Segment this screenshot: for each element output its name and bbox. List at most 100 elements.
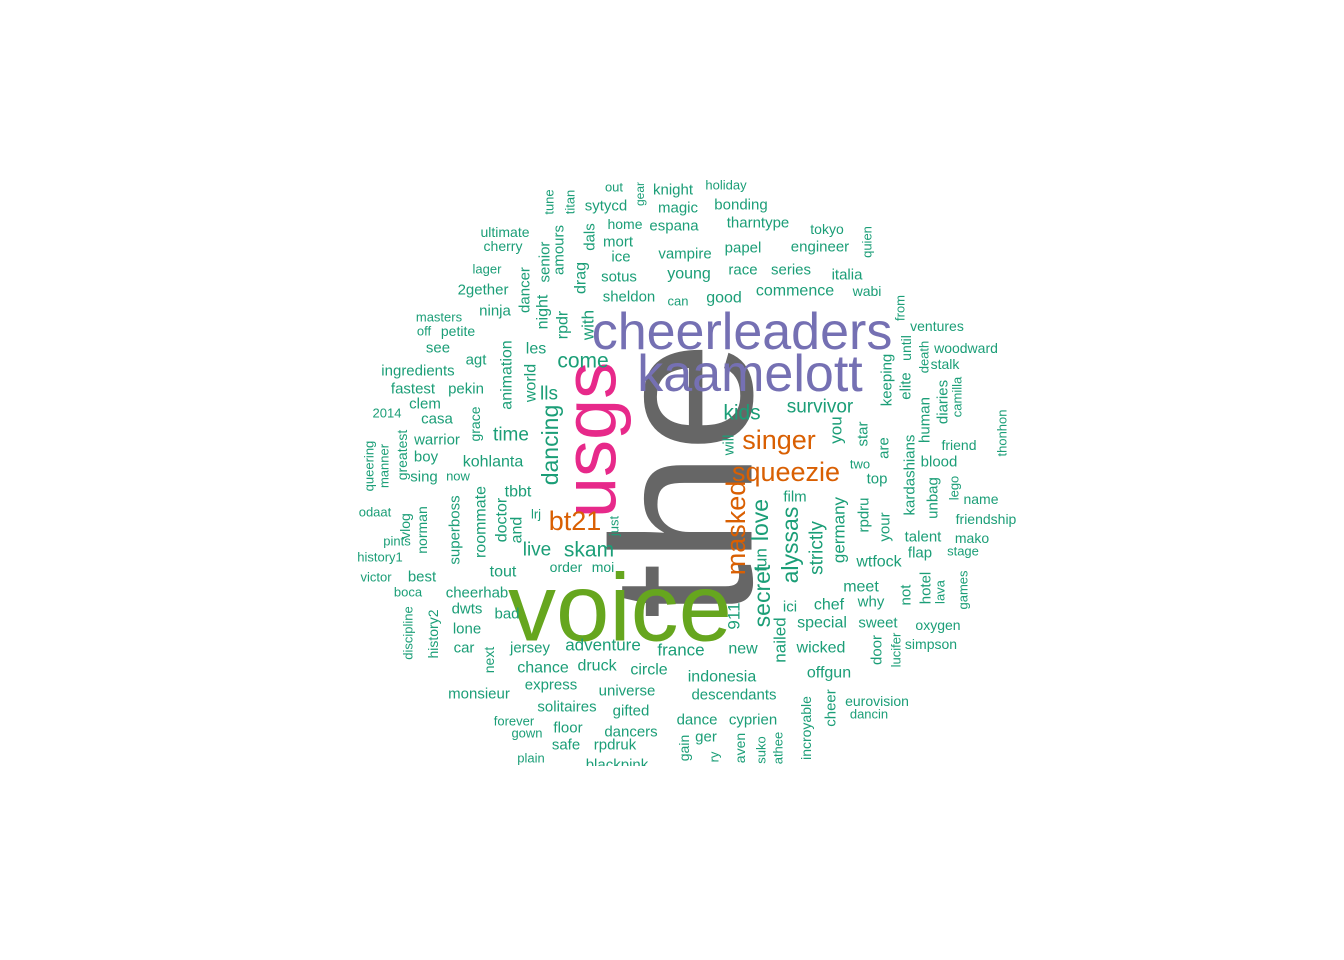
cloud-word-dwts: dwts (452, 601, 483, 618)
cloud-word-roommate: roommate (473, 486, 490, 558)
cloud-word-rpdru: rpdru (856, 497, 873, 532)
cloud-word-tokyo: tokyo (810, 221, 844, 237)
cloud-word-knight: knight (653, 182, 694, 199)
cloud-word-plain: plain (517, 751, 544, 766)
cloud-word-hotel: hotel (918, 572, 935, 605)
cloud-word-wtfock: wtfock (855, 554, 902, 571)
cloud-word-italia: italia (832, 267, 864, 284)
cloud-word-lava: lava (933, 579, 948, 604)
cloud-word-stage: stage (947, 544, 979, 559)
cloud-word-ry: ry (707, 751, 722, 762)
cloud-word-queering: queering (362, 441, 377, 492)
cloud-word-wabi: wabi (852, 283, 882, 299)
cloud-word-ultimate: ultimate (480, 224, 529, 240)
cloud-word-sing: sing (410, 469, 438, 486)
cloud-word-clem: clem (409, 396, 441, 413)
cloud-word-rpdr: rpdr (555, 310, 572, 339)
cloud-word-door: door (869, 635, 886, 665)
cloud-word-voice: voice (508, 555, 732, 662)
cloud-word-bonding: bonding (714, 197, 767, 214)
cloud-word-off: off (417, 324, 432, 339)
cloud-word-floor: floor (553, 720, 582, 737)
cloud-word-meet: meet (843, 579, 879, 596)
cloud-word-incroyable: incroyable (798, 696, 814, 760)
cloud-word-fun: fun (752, 548, 771, 572)
cloud-word-blackpink: blackpink (586, 757, 649, 774)
cloud-word-papel: papel (725, 240, 762, 257)
cloud-word-games: games (956, 570, 971, 610)
cloud-word-camilla: camilla (950, 376, 965, 417)
cloud-word-offgun: offgun (807, 665, 851, 682)
cloud-word-bt21: bt21 (549, 506, 602, 536)
cloud-word-out: out (605, 180, 623, 195)
cloud-word-squeezie: squeezie (732, 457, 840, 487)
cloud-word-drag: drag (573, 262, 590, 294)
cloud-word-sweet: sweet (858, 615, 898, 632)
cloud-word-2gether: 2gether (458, 282, 509, 299)
cloud-word-engineer: engineer (791, 239, 849, 256)
cloud-word-sheldon: sheldon (603, 289, 656, 306)
cloud-word-senior: senior (537, 242, 554, 283)
cloud-word-kaamelott: kaamelott (637, 345, 863, 403)
cloud-word-aven: aven (732, 733, 748, 763)
cloud-word-star: star (855, 421, 872, 446)
cloud-word-usgs: usgs (549, 362, 632, 518)
cloud-word-cherry: cherry (484, 238, 523, 254)
cloud-word-descendants: descendants (691, 687, 776, 704)
cloud-word-skam: skam (564, 539, 614, 562)
cloud-word-simpson: simpson (905, 636, 957, 652)
cloud-word-oxygen: oxygen (915, 617, 960, 633)
cloud-word-chef: chef (814, 597, 845, 614)
cloud-word-pints: pints (383, 534, 411, 549)
cloud-word-amours: amours (551, 225, 568, 275)
cloud-word-tharntype: tharntype (727, 215, 790, 232)
cloud-word-eurovision: eurovision (845, 693, 909, 709)
cloud-word-are: are (876, 437, 893, 459)
cloud-word-kardashians: kardashians (902, 435, 919, 516)
cloud-word-discipline: discipline (401, 606, 416, 659)
cloud-word-your: your (877, 512, 894, 541)
cloud-word-ger: ger (695, 729, 717, 746)
cloud-word-secret: secret (749, 564, 775, 627)
cloud-word-titan: titan (563, 190, 578, 215)
cloud-word-cyprien: cyprien (729, 712, 777, 729)
cloud-word-race: race (728, 262, 757, 279)
cloud-word-druck: druck (577, 658, 617, 675)
cloud-word-indonesia: indonesia (688, 669, 757, 686)
cloud-word-woodward: woodward (933, 340, 998, 356)
cloud-word-lager: lager (473, 262, 503, 277)
cloud-word-boca: boca (394, 585, 423, 600)
cloud-word-dancin: dancin (850, 707, 888, 722)
cloud-word-gear: gear (633, 182, 647, 206)
cloud-word-manner: manner (377, 443, 392, 488)
cloud-word-doctor: doctor (494, 497, 511, 542)
cloud-word-film: film (783, 489, 806, 506)
cloud-word-good: good (706, 290, 742, 307)
cloud-word-singer: singer (742, 425, 816, 455)
cloud-word-animation: animation (499, 340, 516, 409)
cloud-word-gifted: gifted (613, 703, 650, 720)
cloud-word-2014: 2014 (373, 406, 402, 421)
cloud-word-pekin: pekin (448, 381, 484, 398)
cloud-word-holiday: holiday (705, 178, 747, 193)
cloud-word-love: love (747, 499, 773, 541)
cloud-word-elite: elite (898, 372, 915, 400)
cloud-word-mako: mako (955, 530, 989, 546)
cloud-word-order: order (550, 559, 583, 575)
cloud-word-until: until (898, 335, 914, 361)
cloud-word-fastest: fastest (391, 381, 436, 398)
cloud-word-cheer: cheer (823, 689, 840, 727)
cloud-word-home: home (607, 216, 642, 232)
cloud-word-kids: kids (723, 402, 760, 425)
cloud-word-express: express (525, 677, 578, 694)
cloud-word-dancers: dancers (604, 724, 657, 741)
cloud-word-ici: ici (783, 599, 797, 616)
cloud-word-masters: masters (416, 310, 463, 325)
cloud-word-unbag: unbag (925, 477, 942, 519)
cloud-word-lone: lone (453, 621, 481, 638)
cloud-word-dancing: dancing (537, 405, 563, 486)
cloud-word-the: the (572, 341, 795, 619)
cloud-word-casa: casa (421, 411, 453, 428)
cloud-word-diaries: diaries (935, 380, 952, 424)
cloud-word-new: new (728, 641, 758, 658)
